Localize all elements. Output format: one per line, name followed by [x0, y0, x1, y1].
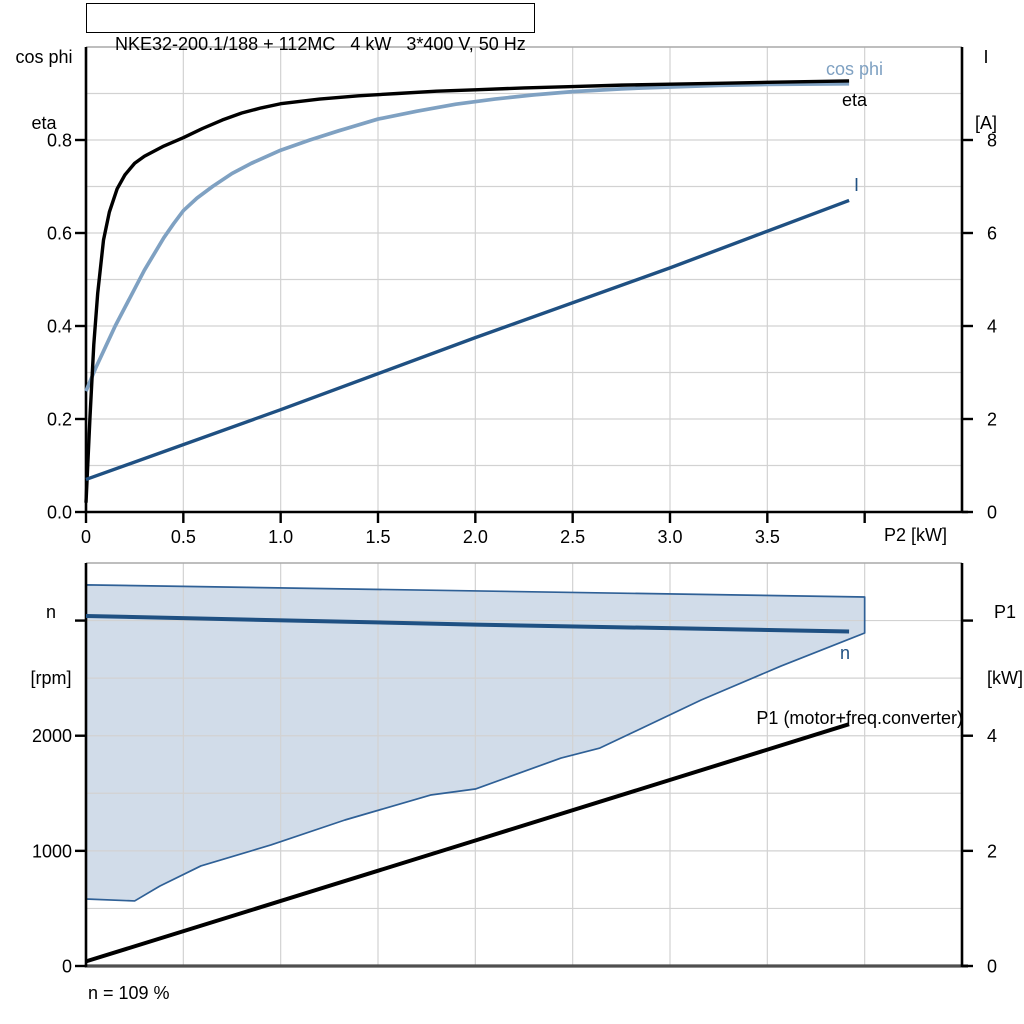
current-curve-label: I: [854, 175, 860, 195]
left-tick-label: 0.4: [47, 317, 72, 337]
left-tick-label: 0.6: [47, 224, 72, 244]
top-left-axis-title: cos phi eta: [4, 2, 84, 178]
bottom-left-axis-title: n [rpm]: [11, 557, 91, 733]
top-right-axis-title: I [A]: [958, 2, 1014, 178]
x-tick-label: 2.5: [560, 527, 585, 547]
eta-curve: [84, 79, 850, 503]
speed-envelope-border: [85, 584, 866, 902]
p1-curve-label: P1 (motor+freq.converter): [756, 708, 963, 728]
speed-percent-note: n = 109 %: [88, 983, 170, 1003]
cos-phi-curve-label: cos phi: [826, 59, 884, 79]
right-tick-label: 4: [987, 726, 997, 746]
cos-phi-curve: [84, 81, 850, 392]
left-tick-label: 1000: [32, 841, 72, 861]
left-tick-label: 0.0: [47, 503, 72, 523]
left-axis-label-n: n: [45, 602, 56, 622]
x-tick-label: 0.5: [171, 527, 196, 547]
i-curve: [85, 198, 850, 482]
right-tick-label: 0: [987, 957, 997, 977]
bottom-right-axis-title: P1 [kW]: [972, 557, 1024, 733]
p1-motor-freq-converter-curve: [85, 722, 850, 964]
right-tick-label: 2: [987, 410, 997, 430]
left-tick-label: 0.2: [47, 410, 72, 430]
speed-curve-label: n: [840, 643, 851, 663]
right-tick-label: 8: [987, 131, 997, 151]
left-axis-label-eta: eta: [31, 113, 57, 133]
left-tick-label: 0: [62, 957, 72, 977]
left-tick-label: 2000: [32, 726, 72, 746]
x-tick-label: 1.5: [365, 527, 390, 547]
x-tick-label: 3.0: [657, 527, 682, 547]
right-axis-label-amps: [A]: [974, 113, 997, 133]
x-tick-label: 0: [81, 527, 91, 547]
chart-title: NKE32-200.1/188 + 112MC 4 kW 3*400 V, 50…: [115, 34, 526, 54]
left-axis-label-cos-phi: cos phi: [15, 47, 73, 67]
x-tick-label: 2.0: [463, 527, 488, 547]
right-axis-label-i: I: [983, 47, 989, 67]
right-tick-label: 0: [987, 503, 997, 523]
right-axis-label-kw: [kW]: [987, 668, 1023, 688]
n-curve: [85, 613, 850, 634]
right-tick-label: 6: [987, 224, 997, 244]
right-tick-label: 4: [987, 317, 997, 337]
x-tick-label: 3.5: [755, 527, 780, 547]
x-axis-title: P2 [kW]: [884, 525, 948, 545]
right-axis-label-p1: P1: [993, 602, 1017, 622]
chart-title-box: NKE32-200.1/188 + 112MC 4 kW 3*400 V, 50…: [86, 3, 535, 54]
left-tick-label: 0.8: [47, 131, 72, 151]
left-axis-label-rpm: [rpm]: [30, 668, 72, 688]
x-tick-label: 1.0: [268, 527, 293, 547]
eta-curve-label: eta: [842, 90, 868, 110]
right-tick-label: 2: [987, 841, 997, 861]
